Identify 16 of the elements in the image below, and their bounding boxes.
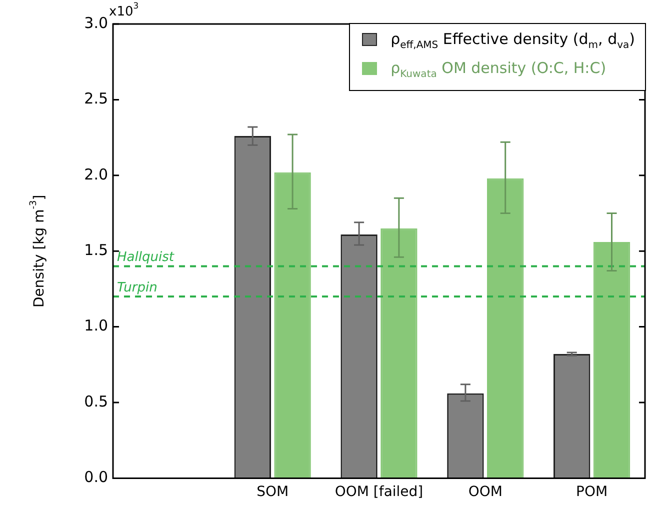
y-axis-title: Density [kg m-3] [29,194,48,308]
y-tick-label: 1.5 [84,240,108,259]
legend-label: ρ$_{Kuwata}$ OM density (O:C, H:C) [390,59,606,80]
y-tick-label: 3.0 [84,14,108,32]
ref-line-label: Hallquist [117,250,175,266]
y-tick-label: 0.0 [84,468,108,486]
y-tick-label: 0.5 [84,392,108,410]
y-tick-label: 1.0 [84,316,108,335]
x-tick-label: POM [576,484,608,500]
legend-label: ρ$_{eff,AMS}$ Effective density (d$_{m}$, d$_{va}$) [390,30,635,51]
x-tick-label: OOM [failed] [334,484,424,500]
x-tick-label: OOM [468,484,502,500]
x-tick-label: SOM [256,484,289,500]
ref-line-label: Turpin [117,280,158,296]
y-tick-label: 2.0 [84,165,108,184]
y-tick-label: 2.5 [84,90,108,108]
